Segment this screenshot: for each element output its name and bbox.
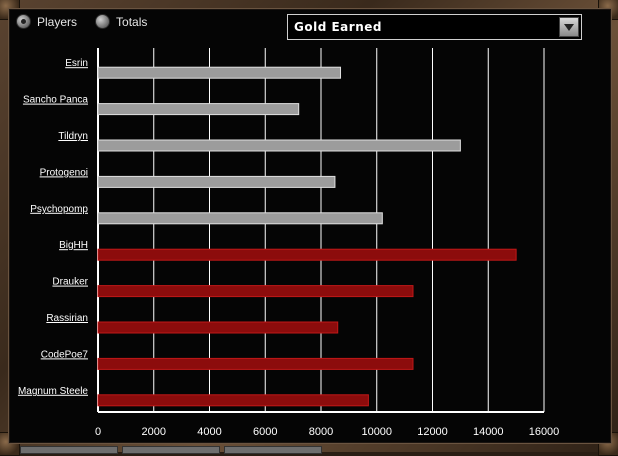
stat-dropdown[interactable]: Gold Earned	[287, 14, 582, 40]
player-name-link[interactable]: BigHH	[59, 240, 88, 251]
radio-checked-icon[interactable]	[16, 14, 31, 29]
bar	[97, 321, 339, 334]
player-name-link[interactable]: Drauker	[52, 277, 88, 288]
bar	[97, 357, 414, 370]
x-tick-label: 0	[95, 426, 101, 438]
bar	[97, 285, 414, 298]
x-tick-label: 2000	[142, 426, 166, 438]
stats-panel	[8, 8, 612, 444]
bar	[97, 139, 461, 152]
player-name-link[interactable]: Tildryn	[58, 131, 88, 142]
bottom-tab-strip	[20, 446, 322, 454]
totals-radio-label: Totals	[116, 14, 148, 29]
x-tick-label: 6000	[253, 426, 277, 438]
bar	[97, 175, 336, 188]
players-radio[interactable]: Players	[16, 14, 77, 29]
bottom-tab[interactable]	[20, 446, 118, 454]
player-name-link[interactable]: CodePoe7	[41, 349, 89, 360]
player-name-link[interactable]: Psychopomp	[30, 204, 88, 215]
x-tick-label: 12000	[417, 426, 448, 438]
player-name-link[interactable]: Rassirian	[46, 313, 88, 324]
x-tick-label: 14000	[473, 426, 504, 438]
x-tick-label: 16000	[529, 426, 560, 438]
x-tick-label: 10000	[361, 426, 392, 438]
bottom-tab[interactable]	[224, 446, 322, 454]
radio-unchecked-icon[interactable]	[95, 14, 111, 29]
stat-dropdown-value: Gold Earned	[294, 20, 382, 34]
bottom-tab[interactable]	[122, 446, 220, 454]
chevron-down-icon[interactable]	[559, 17, 579, 37]
bar	[97, 66, 342, 79]
x-tick-label: 4000	[197, 426, 221, 438]
totals-radio[interactable]: Totals	[95, 14, 147, 29]
bar	[97, 103, 300, 116]
players-radio-label: Players	[37, 14, 78, 29]
player-name-link[interactable]: Magnum Steele	[18, 386, 88, 397]
player-name-link[interactable]: Esrin	[65, 58, 88, 69]
player-name-link[interactable]: Protogenoi	[40, 167, 88, 178]
x-tick-label: 8000	[309, 426, 333, 438]
player-name-link[interactable]: Sancho Panca	[23, 95, 88, 106]
view-toggle: Players Totals	[16, 14, 147, 29]
bar	[97, 248, 517, 261]
bar	[97, 212, 383, 225]
bar	[97, 394, 369, 407]
